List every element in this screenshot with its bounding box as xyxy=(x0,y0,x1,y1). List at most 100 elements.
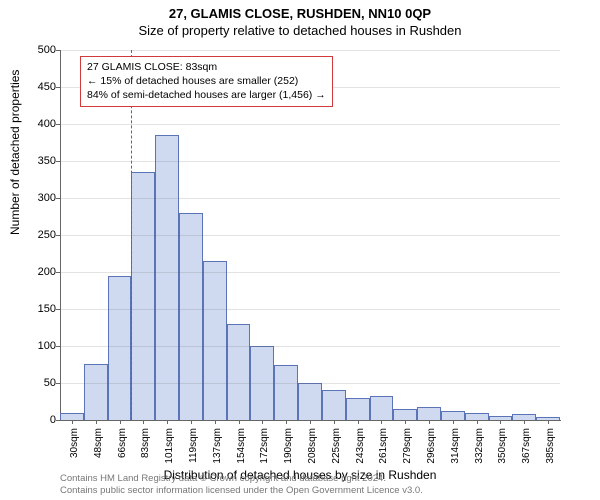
xtick-mark xyxy=(477,420,478,424)
xtick-label: 350sqm xyxy=(497,428,508,464)
histogram-bar xyxy=(393,409,417,420)
ytick-label: 400 xyxy=(16,118,56,130)
histogram-bar xyxy=(322,390,346,420)
ytick-label: 450 xyxy=(16,81,56,93)
xtick-mark xyxy=(524,420,525,424)
gridline xyxy=(60,309,560,310)
xtick-mark xyxy=(167,420,168,424)
xtick-label: 190sqm xyxy=(283,428,294,464)
gridline xyxy=(60,272,560,273)
ytick-mark xyxy=(56,383,60,384)
histogram-bar xyxy=(203,261,227,420)
histogram-bar xyxy=(417,407,441,420)
xtick-mark xyxy=(405,420,406,424)
xtick-label: 314sqm xyxy=(450,428,461,464)
ytick-mark xyxy=(56,235,60,236)
xtick-label: 208sqm xyxy=(307,428,318,464)
histogram-bar xyxy=(155,135,179,420)
ytick-label: 0 xyxy=(16,414,56,426)
gridline xyxy=(60,235,560,236)
xtick-label: 48sqm xyxy=(93,428,104,458)
histogram-bar xyxy=(179,213,203,420)
xtick-mark xyxy=(143,420,144,424)
xtick-label: 279sqm xyxy=(402,428,413,464)
histogram-bar xyxy=(441,411,465,420)
xtick-mark xyxy=(429,420,430,424)
xtick-label: 385sqm xyxy=(545,428,556,464)
subtitle: Size of property relative to detached ho… xyxy=(0,21,600,38)
histogram-bar xyxy=(60,413,84,420)
histogram-bar xyxy=(465,413,489,420)
ytick-mark xyxy=(56,198,60,199)
annotation-line2: ← 15% of detached houses are smaller (25… xyxy=(87,74,326,88)
ytick-label: 350 xyxy=(16,155,56,167)
xtick-label: 119sqm xyxy=(188,428,199,463)
histogram-bar xyxy=(84,364,108,420)
xtick-mark xyxy=(72,420,73,424)
xtick-label: 83sqm xyxy=(140,428,151,458)
xtick-label: 137sqm xyxy=(212,428,223,464)
xtick-mark xyxy=(310,420,311,424)
xtick-mark xyxy=(239,420,240,424)
xtick-label: 296sqm xyxy=(426,428,437,464)
ytick-mark xyxy=(56,420,60,421)
histogram-bar xyxy=(108,276,132,420)
ytick-mark xyxy=(56,309,60,310)
gridline xyxy=(60,161,560,162)
footer-line1: Contains HM Land Registry data © Crown c… xyxy=(60,473,423,484)
histogram-bar xyxy=(274,365,298,421)
ytick-label: 500 xyxy=(16,44,56,56)
annotation-line3: 84% of semi-detached houses are larger (… xyxy=(87,88,326,102)
histogram-bar xyxy=(298,383,322,420)
footer-line2: Contains public sector information licen… xyxy=(60,485,423,496)
xtick-mark xyxy=(500,420,501,424)
ytick-mark xyxy=(56,50,60,51)
xtick-mark xyxy=(191,420,192,424)
gridline xyxy=(60,124,560,125)
gridline xyxy=(60,346,560,347)
xtick-mark xyxy=(96,420,97,424)
xtick-mark xyxy=(548,420,549,424)
ytick-mark xyxy=(56,346,60,347)
xtick-mark xyxy=(215,420,216,424)
annotation-line1: 27 GLAMIS CLOSE: 83sqm xyxy=(87,60,326,74)
ytick-label: 100 xyxy=(16,340,56,352)
ytick-mark xyxy=(56,124,60,125)
xtick-label: 172sqm xyxy=(259,428,270,464)
xtick-mark xyxy=(120,420,121,424)
histogram-bar xyxy=(346,398,370,420)
annotation-box: 27 GLAMIS CLOSE: 83sqm ← 15% of detached… xyxy=(80,56,333,107)
gridline xyxy=(60,50,560,51)
xtick-mark xyxy=(286,420,287,424)
ytick-label: 50 xyxy=(16,377,56,389)
ytick-label: 250 xyxy=(16,229,56,241)
histogram-bar xyxy=(370,396,394,420)
ytick-mark xyxy=(56,87,60,88)
footer-attribution: Contains HM Land Registry data © Crown c… xyxy=(60,473,423,496)
address-title: 27, GLAMIS CLOSE, RUSHDEN, NN10 0QP xyxy=(0,0,600,21)
xtick-mark xyxy=(358,420,359,424)
gridline xyxy=(60,383,560,384)
xtick-label: 225sqm xyxy=(331,428,342,464)
ytick-label: 150 xyxy=(16,303,56,315)
xtick-label: 367sqm xyxy=(521,428,532,464)
histogram-bar xyxy=(227,324,251,420)
gridline xyxy=(60,198,560,199)
xtick-mark xyxy=(381,420,382,424)
xtick-mark xyxy=(262,420,263,424)
xtick-mark xyxy=(453,420,454,424)
xtick-label: 332sqm xyxy=(474,428,485,464)
xtick-label: 243sqm xyxy=(355,428,366,464)
xtick-label: 154sqm xyxy=(236,428,247,464)
xtick-mark xyxy=(334,420,335,424)
ytick-label: 300 xyxy=(16,192,56,204)
ytick-label: 200 xyxy=(16,266,56,278)
xtick-label: 261sqm xyxy=(378,428,389,464)
ytick-mark xyxy=(56,272,60,273)
xtick-label: 66sqm xyxy=(117,428,128,458)
ytick-mark xyxy=(56,161,60,162)
xtick-label: 101sqm xyxy=(164,428,175,464)
chart-plot-area: 30sqm48sqm66sqm83sqm101sqm119sqm137sqm15… xyxy=(60,50,560,420)
y-axis-label: Number of detached properties xyxy=(8,70,22,235)
xtick-label: 30sqm xyxy=(69,428,80,458)
